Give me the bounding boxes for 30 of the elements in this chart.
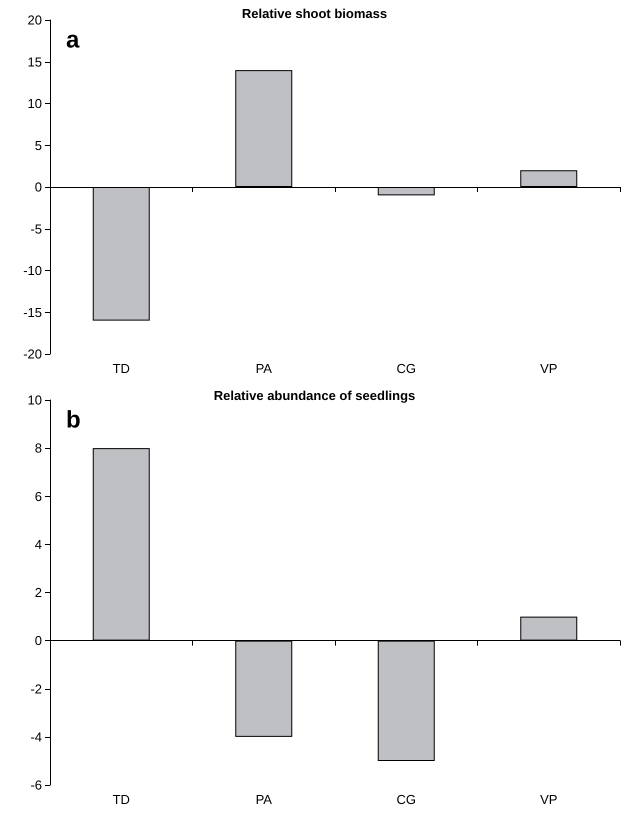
y-tick-label: 15 bbox=[28, 54, 42, 70]
chart-title: Relative abundance of seedlings bbox=[214, 388, 416, 403]
y-tick-label: 2 bbox=[34, 585, 42, 600]
y-tick-label: 20 bbox=[28, 12, 42, 28]
y-tick-label: 4 bbox=[34, 536, 42, 552]
y-tick-label: 10 bbox=[28, 392, 42, 408]
chart-title: Relative shoot biomass bbox=[242, 6, 388, 21]
annotation: b bbox=[66, 406, 81, 434]
x-tick-label: VP bbox=[540, 361, 558, 376]
x-tick-label: PA bbox=[256, 792, 272, 807]
y-tick-label: 6 bbox=[34, 488, 42, 504]
y-tick-label: 0 bbox=[34, 633, 42, 648]
x-tick-label: CG bbox=[396, 361, 416, 376]
y-tick-label: -20 bbox=[23, 346, 42, 362]
x-tick-label: VP bbox=[540, 792, 558, 807]
y-tick-label: 0 bbox=[34, 180, 42, 194]
y-tick-label: 10 bbox=[28, 96, 42, 111]
x-tick-label: CG bbox=[396, 792, 416, 807]
y-tick-label: 8 bbox=[34, 440, 42, 456]
y-tick-label: -2 bbox=[30, 681, 42, 696]
y-tick-label: -5 bbox=[30, 221, 42, 236]
y-tick-label: -6 bbox=[30, 778, 42, 792]
y-tick-label: -15 bbox=[23, 304, 42, 320]
y-tick-label: -10 bbox=[23, 263, 42, 278]
y-tick-label: 5 bbox=[34, 138, 42, 153]
x-tick-label: TD bbox=[112, 361, 130, 376]
x-tick-label: TD bbox=[112, 792, 130, 807]
x-tick-label: PA bbox=[256, 361, 272, 376]
y-tick-label: -4 bbox=[30, 729, 42, 744]
annotation: a bbox=[66, 26, 80, 54]
